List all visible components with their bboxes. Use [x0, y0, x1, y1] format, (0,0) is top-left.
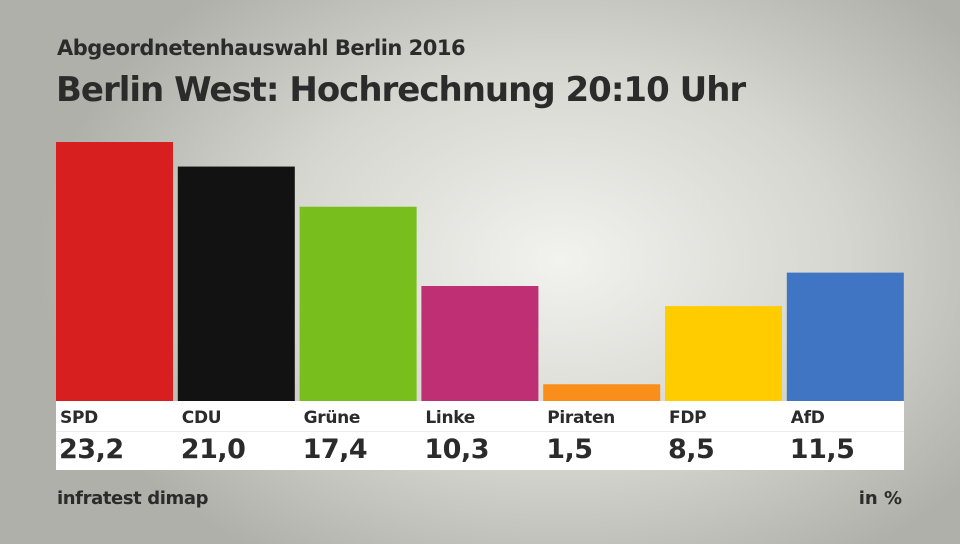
bar-afd [786, 272, 904, 401]
bar-linke [421, 286, 539, 401]
bar-grüne [299, 206, 417, 401]
party-value: 23,2 [59, 434, 124, 465]
party-name: Piraten [547, 408, 615, 428]
party-value: 17,4 [302, 434, 368, 465]
party-value: 8,5 [668, 434, 715, 465]
party-value: 1,5 [546, 434, 593, 465]
party-name: Linke [425, 408, 476, 428]
party-name: SPD [60, 408, 98, 428]
divider [56, 431, 904, 432]
bar-piraten [543, 384, 661, 401]
source-label: infratest dimap [57, 488, 209, 509]
party-name: Grüne [303, 408, 361, 428]
party-value: 11,5 [789, 434, 855, 465]
bar-cdu [177, 166, 295, 401]
unit-label: in % [858, 488, 902, 509]
chart-title: Berlin West: Hochrechnung 20:10 Uhr [56, 70, 746, 110]
bar-spd [56, 142, 173, 401]
party-value: 10,3 [424, 434, 490, 465]
party-value: 21,0 [180, 434, 246, 465]
label-panel: SPD 23,2 CDU 21,0 Grüne 17,4 Linke 10,3 Piraten 1… [56, 401, 904, 470]
party-name: FDP [669, 408, 707, 428]
party-name: AfD [790, 408, 825, 428]
chart-subtitle: Abgeordnetenhauswahl Berlin 2016 [57, 36, 466, 60]
bar-fdp [665, 306, 782, 401]
party-name: CDU [181, 408, 222, 428]
